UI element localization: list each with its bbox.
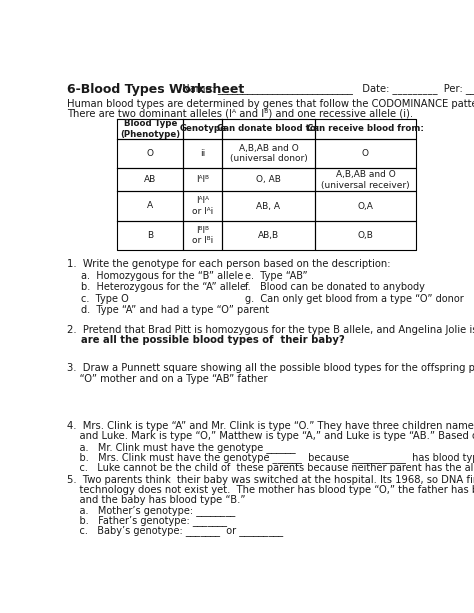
Text: g.  Can only get blood from a type “O” donor: g. Can only get blood from a type “O” do… [245, 294, 464, 304]
Text: B: B [147, 230, 154, 240]
Text: AB,B: AB,B [258, 230, 279, 240]
Text: Can receive blood from:: Can receive blood from: [307, 124, 424, 134]
Text: Name: ___________________________   Date: _________  Per: ___: Name: ___________________________ Date: … [179, 83, 474, 94]
Text: IᴬIᴮ: IᴬIᴮ [196, 175, 209, 185]
Text: and the baby has blood type “B.”: and the baby has blood type “B.” [67, 495, 246, 504]
Text: AB, A: AB, A [256, 202, 281, 210]
Text: 3.  Draw a Punnett square showing all the possible blood types for the offspring: 3. Draw a Punnett square showing all the… [67, 363, 474, 373]
Text: ii: ii [200, 149, 205, 158]
Text: b.   Mrs. Clink must have the genotype ______  because ___________  has blood ty: b. Mrs. Clink must have the genotype ___… [67, 452, 474, 463]
Text: O,B: O,B [357, 230, 374, 240]
Text: c.   Luke cannot be the child of  these parents because neither parent has the a: c. Luke cannot be the child of these par… [67, 462, 474, 473]
Text: IᴬIᴬ
or Iᴬi: IᴬIᴬ or Iᴬi [192, 196, 213, 216]
Text: Human blood types are determined by genes that follow the CODOMINANCE pattern of: Human blood types are determined by gene… [67, 99, 474, 109]
Text: There are two dominant alleles (Iᴬ and Iᴮ) and one recessive allele (i).: There are two dominant alleles (Iᴬ and I… [67, 109, 413, 119]
Text: b.  Heterozygous for the “A” allele: b. Heterozygous for the “A” allele [81, 282, 246, 292]
Text: 5.  Two parents think  their baby was switched at the hospital. Its 1968, so DNA: 5. Two parents think their baby was swit… [67, 474, 474, 485]
Text: Can donate blood to:: Can donate blood to: [217, 124, 319, 134]
Text: O: O [147, 149, 154, 158]
Text: O: O [362, 149, 369, 158]
Text: “O” mother and on a Type “AB” father: “O” mother and on a Type “AB” father [67, 374, 268, 384]
Text: a.  Homozygous for the “B” allele: a. Homozygous for the “B” allele [81, 271, 243, 281]
Text: e.  Type “AB”: e. Type “AB” [245, 271, 308, 281]
Text: technology does not exist yet.  The mother has blood type “O,” the father has bl: technology does not exist yet. The mothe… [67, 485, 474, 495]
Text: A,B,AB and O
(universal donor): A,B,AB and O (universal donor) [229, 144, 307, 163]
Text: a.   Mr. Clink must have the genotype ______: a. Mr. Clink must have the genotype ____… [67, 441, 296, 452]
Text: c.   Baby’s genotype: _______  or _________: c. Baby’s genotype: _______ or _________ [67, 525, 283, 536]
Text: AB: AB [144, 175, 156, 185]
Text: are all the possible blood types of  their baby?: are all the possible blood types of thei… [67, 335, 345, 345]
Text: A,B,AB and O
(universal receiver): A,B,AB and O (universal receiver) [321, 170, 410, 189]
Text: 1.  Write the genotype for each person based on the description:: 1. Write the genotype for each person ba… [67, 259, 391, 269]
Text: a.   Mother’s genotype: ________: a. Mother’s genotype: ________ [67, 506, 235, 516]
Text: c.  Type O: c. Type O [81, 294, 129, 304]
Text: d.  Type “A” and had a type “O” parent: d. Type “A” and had a type “O” parent [81, 305, 269, 315]
Text: IᴮIᴮ
or Iᴮi: IᴮIᴮ or Iᴮi [192, 226, 213, 245]
Text: b.   Father’s genotype: _______: b. Father’s genotype: _______ [67, 516, 227, 527]
Text: and Luke. Mark is type “O,” Matthew is type “A,” and Luke is type “AB.” Based on: and Luke. Mark is type “O,” Matthew is t… [67, 431, 474, 441]
Text: A: A [147, 202, 154, 210]
Text: Blood Type
(Phenotype): Blood Type (Phenotype) [120, 120, 181, 139]
Text: 4.  Mrs. Clink is type “A” and Mr. Clink is type “O.” They have three children n: 4. Mrs. Clink is type “A” and Mr. Clink … [67, 421, 474, 431]
Text: f.   Blood can be donated to anybody: f. Blood can be donated to anybody [245, 282, 425, 292]
Text: Genotype: Genotype [179, 124, 226, 134]
Text: O, AB: O, AB [256, 175, 281, 185]
Text: O,A: O,A [357, 202, 374, 210]
Text: 6-Blood Types Worksheet: 6-Blood Types Worksheet [67, 83, 244, 96]
Text: 2.  Pretend that Brad Pitt is homozygous for the type B allele, and Angelina Jol: 2. Pretend that Brad Pitt is homozygous … [67, 324, 474, 335]
